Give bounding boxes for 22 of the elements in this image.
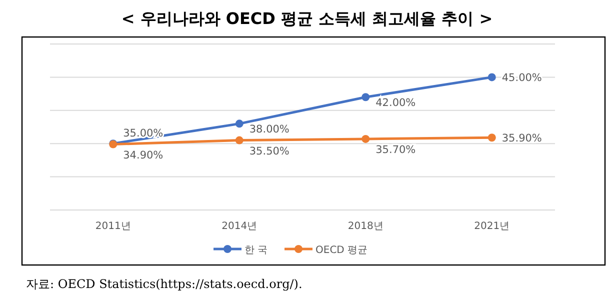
point bbox=[235, 120, 244, 128]
data-label: 34.90% bbox=[123, 149, 164, 162]
data-label: 35.50% bbox=[249, 145, 290, 158]
x-tick-label: 2018년 bbox=[348, 221, 384, 232]
point bbox=[235, 136, 244, 144]
point bbox=[488, 73, 496, 82]
x-tick-label: 2021년 bbox=[474, 221, 510, 232]
point bbox=[362, 134, 370, 143]
data-label: 35.70% bbox=[376, 144, 416, 156]
data-label: 35.90% bbox=[502, 132, 542, 145]
point bbox=[362, 93, 370, 102]
legend-label: OECD 평균 bbox=[316, 245, 368, 256]
data-label: 42.00% bbox=[376, 97, 416, 110]
x-tick-label: 2014년 bbox=[222, 221, 258, 232]
text: 자료: OECD Statistics(https://stats.oecd.org/). bbox=[26, 277, 302, 291]
data-label: 38.00% bbox=[249, 124, 290, 136]
data-label: 45.00% bbox=[502, 72, 542, 84]
legend-label: 한 국 bbox=[244, 245, 268, 256]
chart-title: < 우리나라와 OECD 평균 소득세 최고세율 추이 > bbox=[121, 9, 493, 28]
point bbox=[488, 134, 496, 142]
data-label: 35.00% bbox=[123, 128, 164, 140]
x-tick-label: 2011년 bbox=[95, 221, 131, 232]
